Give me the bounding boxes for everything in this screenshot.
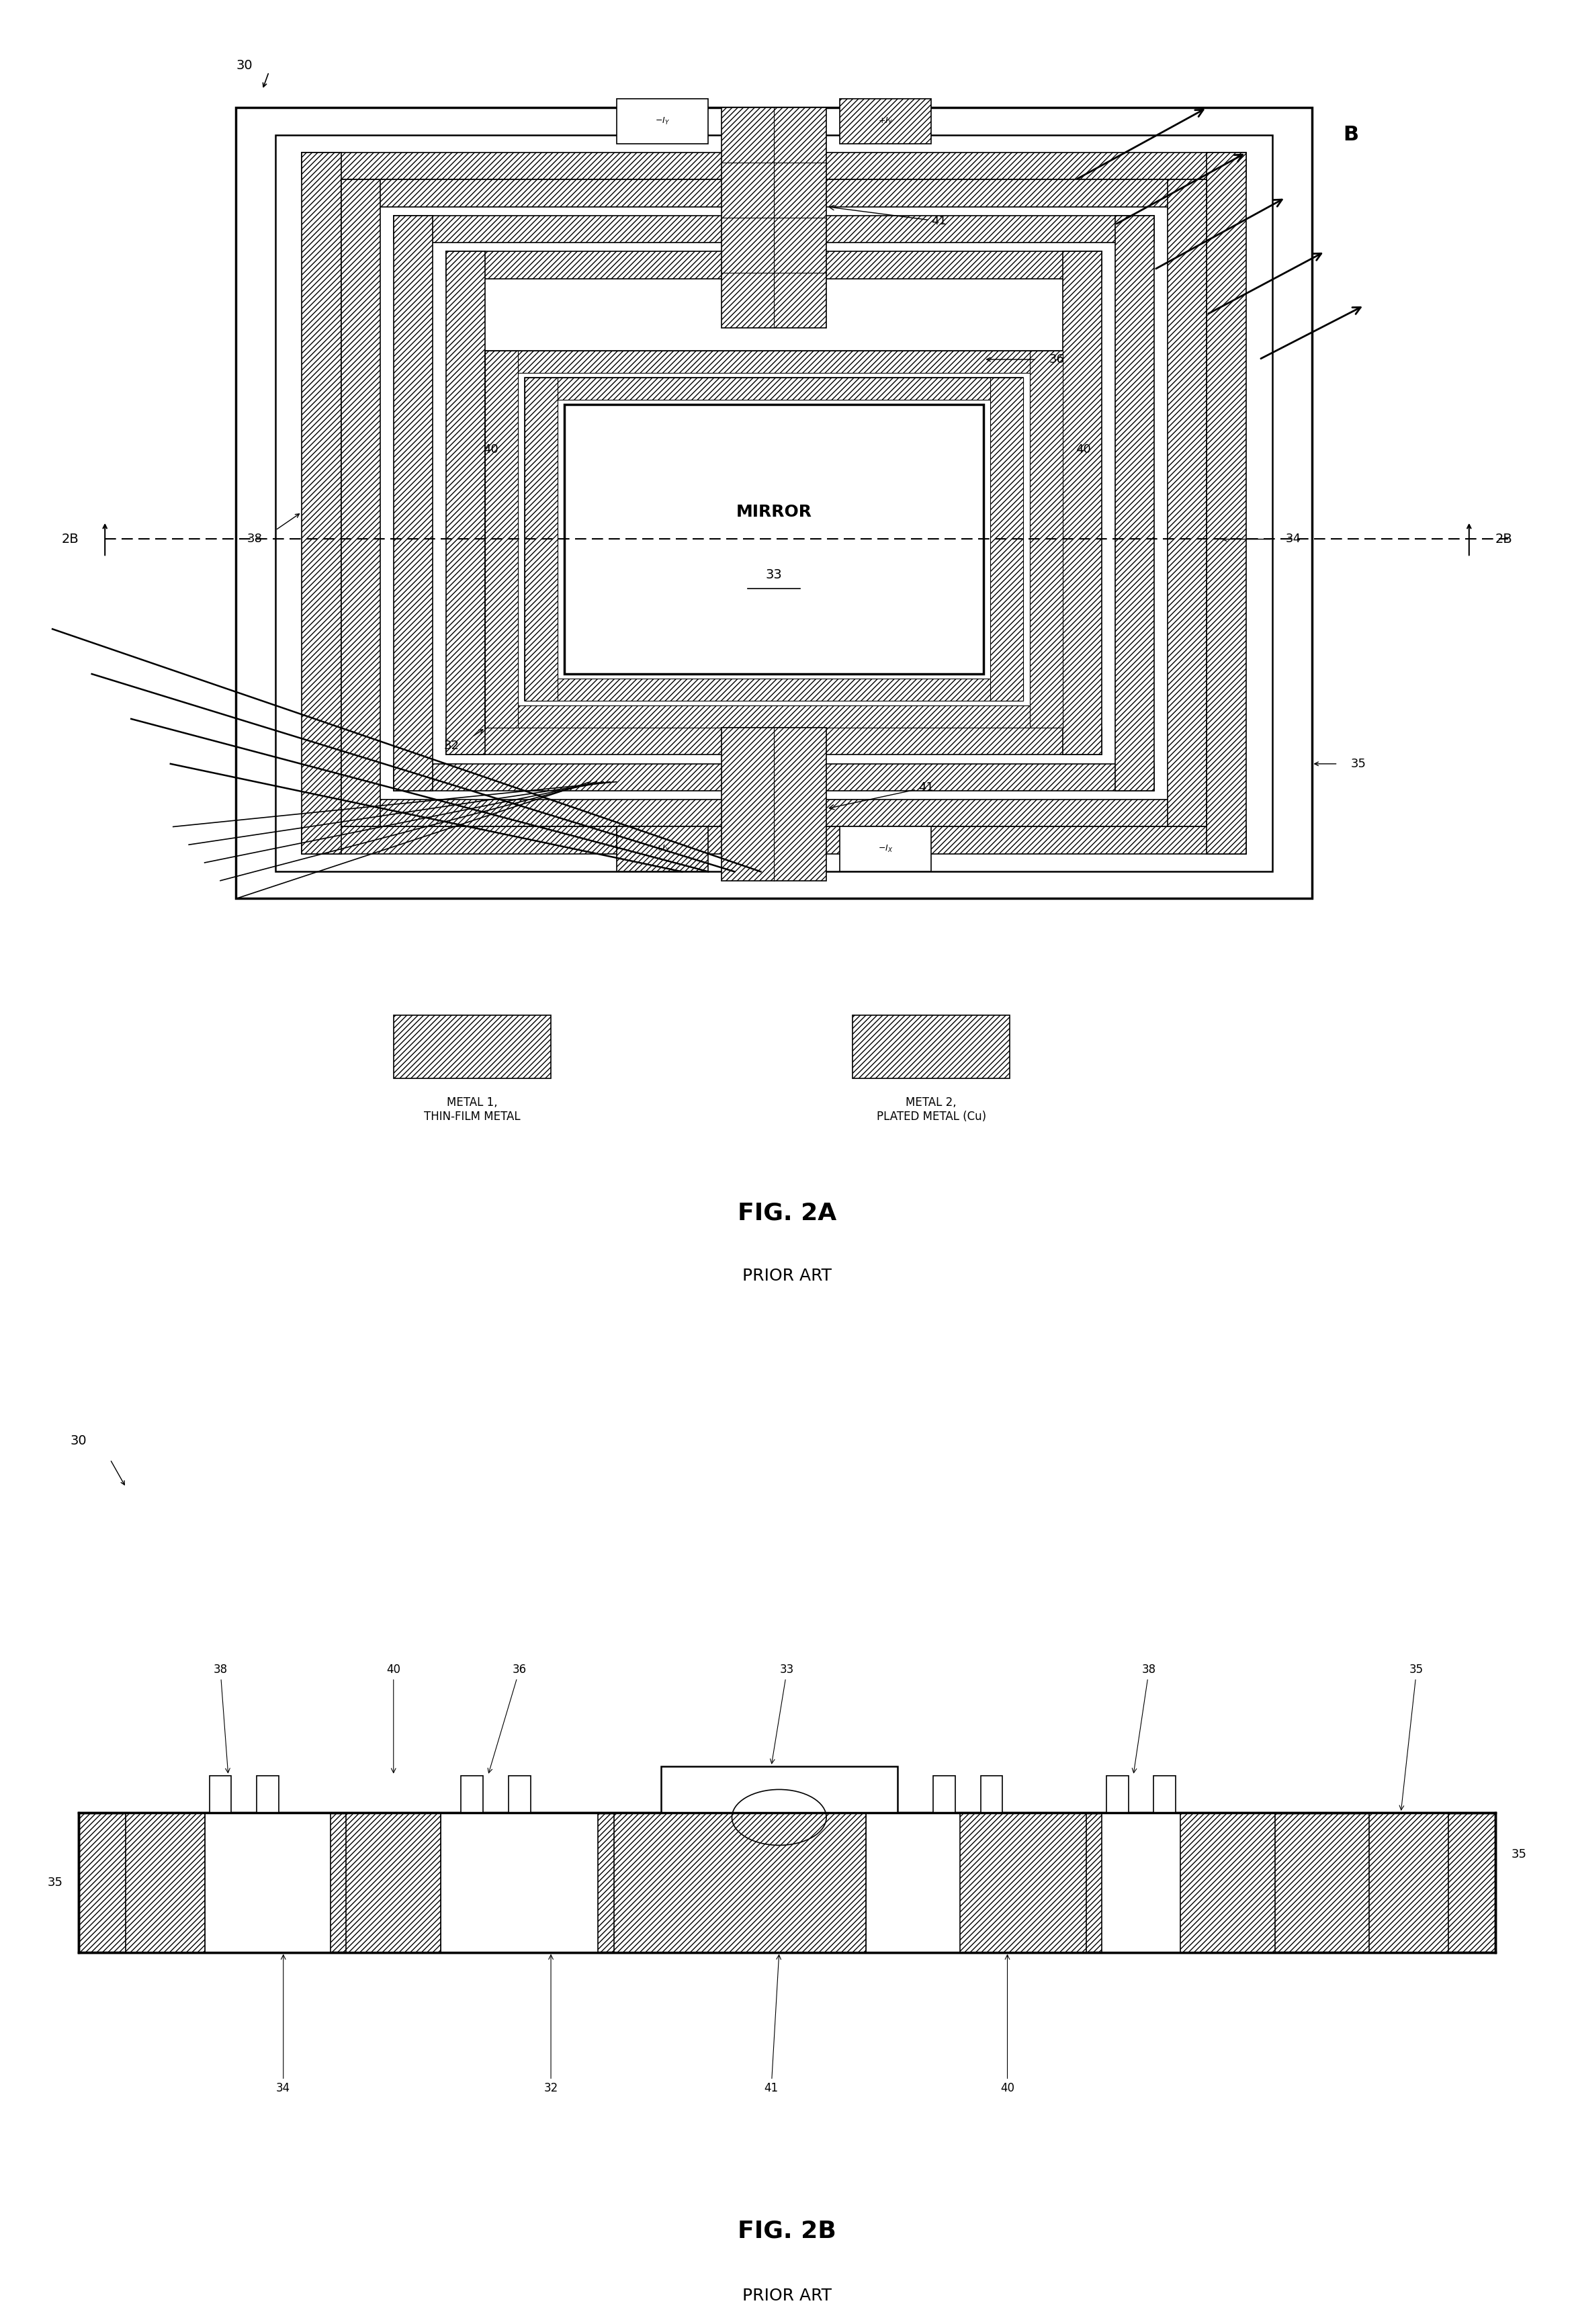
Bar [445,251,1102,279]
Bar [126,1813,205,1952]
Bar [617,827,708,872]
Bar [1369,1813,1448,1952]
Text: 38: 38 [1132,1664,1157,1773]
Text: 2B: 2B [61,532,79,546]
Text: 30: 30 [236,58,253,72]
Bar [1062,251,1102,755]
Text: 41: 41 [763,1954,781,2094]
Bar [441,1813,598,1952]
Bar [346,1813,441,1952]
Bar [302,153,342,853]
Bar [721,107,826,328]
Text: FIG. 2A: FIG. 2A [738,1202,836,1225]
Bar [721,727,826,881]
Bar [461,1776,483,1813]
Bar [342,799,1207,827]
Text: 33: 33 [765,569,782,581]
Text: METAL 1,
THIN-FILM METAL: METAL 1, THIN-FILM METAL [423,1097,521,1122]
Text: 35: 35 [1511,1848,1527,1862]
Text: 41: 41 [829,781,933,809]
Bar [275,135,1272,872]
Text: $-I_Y$: $-I_Y$ [655,116,671,125]
Text: 32: 32 [543,1954,559,2094]
Text: 35: 35 [1350,758,1366,769]
Bar [614,1813,866,1952]
Bar [960,1813,1086,1952]
Text: 35: 35 [47,1875,63,1889]
Bar [524,376,1023,400]
Text: 33: 33 [770,1664,795,1764]
Bar [485,351,518,727]
Text: 41: 41 [829,205,946,228]
Text: MIRROR: MIRROR [737,504,812,521]
Bar [1180,1813,1275,1952]
Text: 38: 38 [247,532,263,546]
Bar [508,1776,530,1813]
Bar [990,376,1023,702]
Bar [1207,153,1247,853]
Text: 40: 40 [387,1664,400,1773]
Bar [933,1776,955,1813]
Text: FIG. 2B: FIG. 2B [738,2219,836,2243]
Text: $+I_X$: $+I_X$ [655,844,671,855]
Bar [1029,351,1062,727]
Bar [445,727,1102,755]
Bar [302,153,1247,179]
Text: 40: 40 [1075,444,1091,456]
Bar [209,1776,231,1813]
Bar [394,216,433,790]
Text: 32: 32 [444,739,460,753]
Bar [236,107,1311,899]
Text: PRIOR ART: PRIOR ART [743,1269,831,1285]
Text: 40: 40 [483,444,499,456]
Text: METAL 2,
PLATED METAL (Cu): METAL 2, PLATED METAL (Cu) [877,1097,985,1122]
Bar [524,679,1023,702]
Bar [342,179,1207,207]
Text: 40: 40 [1001,1954,1014,2094]
Bar [981,1776,1003,1813]
Text: $-I_X$: $-I_X$ [878,844,892,855]
Text: PRIOR ART: PRIOR ART [743,2289,831,2303]
Bar [342,179,381,827]
Text: 36: 36 [488,1664,527,1773]
Bar [485,351,1062,727]
Bar [839,827,932,872]
Bar [257,1776,279,1813]
Text: 34: 34 [1286,532,1300,546]
Bar [524,376,1023,702]
Bar [445,251,485,755]
Bar [661,1766,897,1813]
Text: 2B: 2B [1495,532,1513,546]
Bar [524,376,557,702]
Bar [866,1813,1023,1952]
Text: $+I_Y$: $+I_Y$ [878,116,892,125]
Bar [302,827,1247,853]
Bar [394,216,1154,242]
Text: 30: 30 [71,1434,87,1448]
Text: 35: 35 [1399,1664,1424,1810]
Bar [394,765,1154,790]
Text: 36: 36 [1050,353,1064,365]
Bar [394,1016,551,1078]
Text: 34: 34 [275,1954,291,2094]
Bar [485,706,1062,727]
Bar [839,100,932,144]
Text: B: B [1343,125,1358,144]
Bar [617,100,708,144]
Bar [205,1813,331,1952]
Bar [853,1016,1011,1078]
Bar [79,1813,1495,1952]
Text: 38: 38 [212,1664,230,1773]
Bar [563,404,984,674]
Bar [1114,216,1154,790]
Bar [1107,1776,1129,1813]
Bar [1168,179,1207,827]
Bar [485,351,1062,372]
Bar [1102,1813,1228,1952]
Bar [1154,1776,1176,1813]
